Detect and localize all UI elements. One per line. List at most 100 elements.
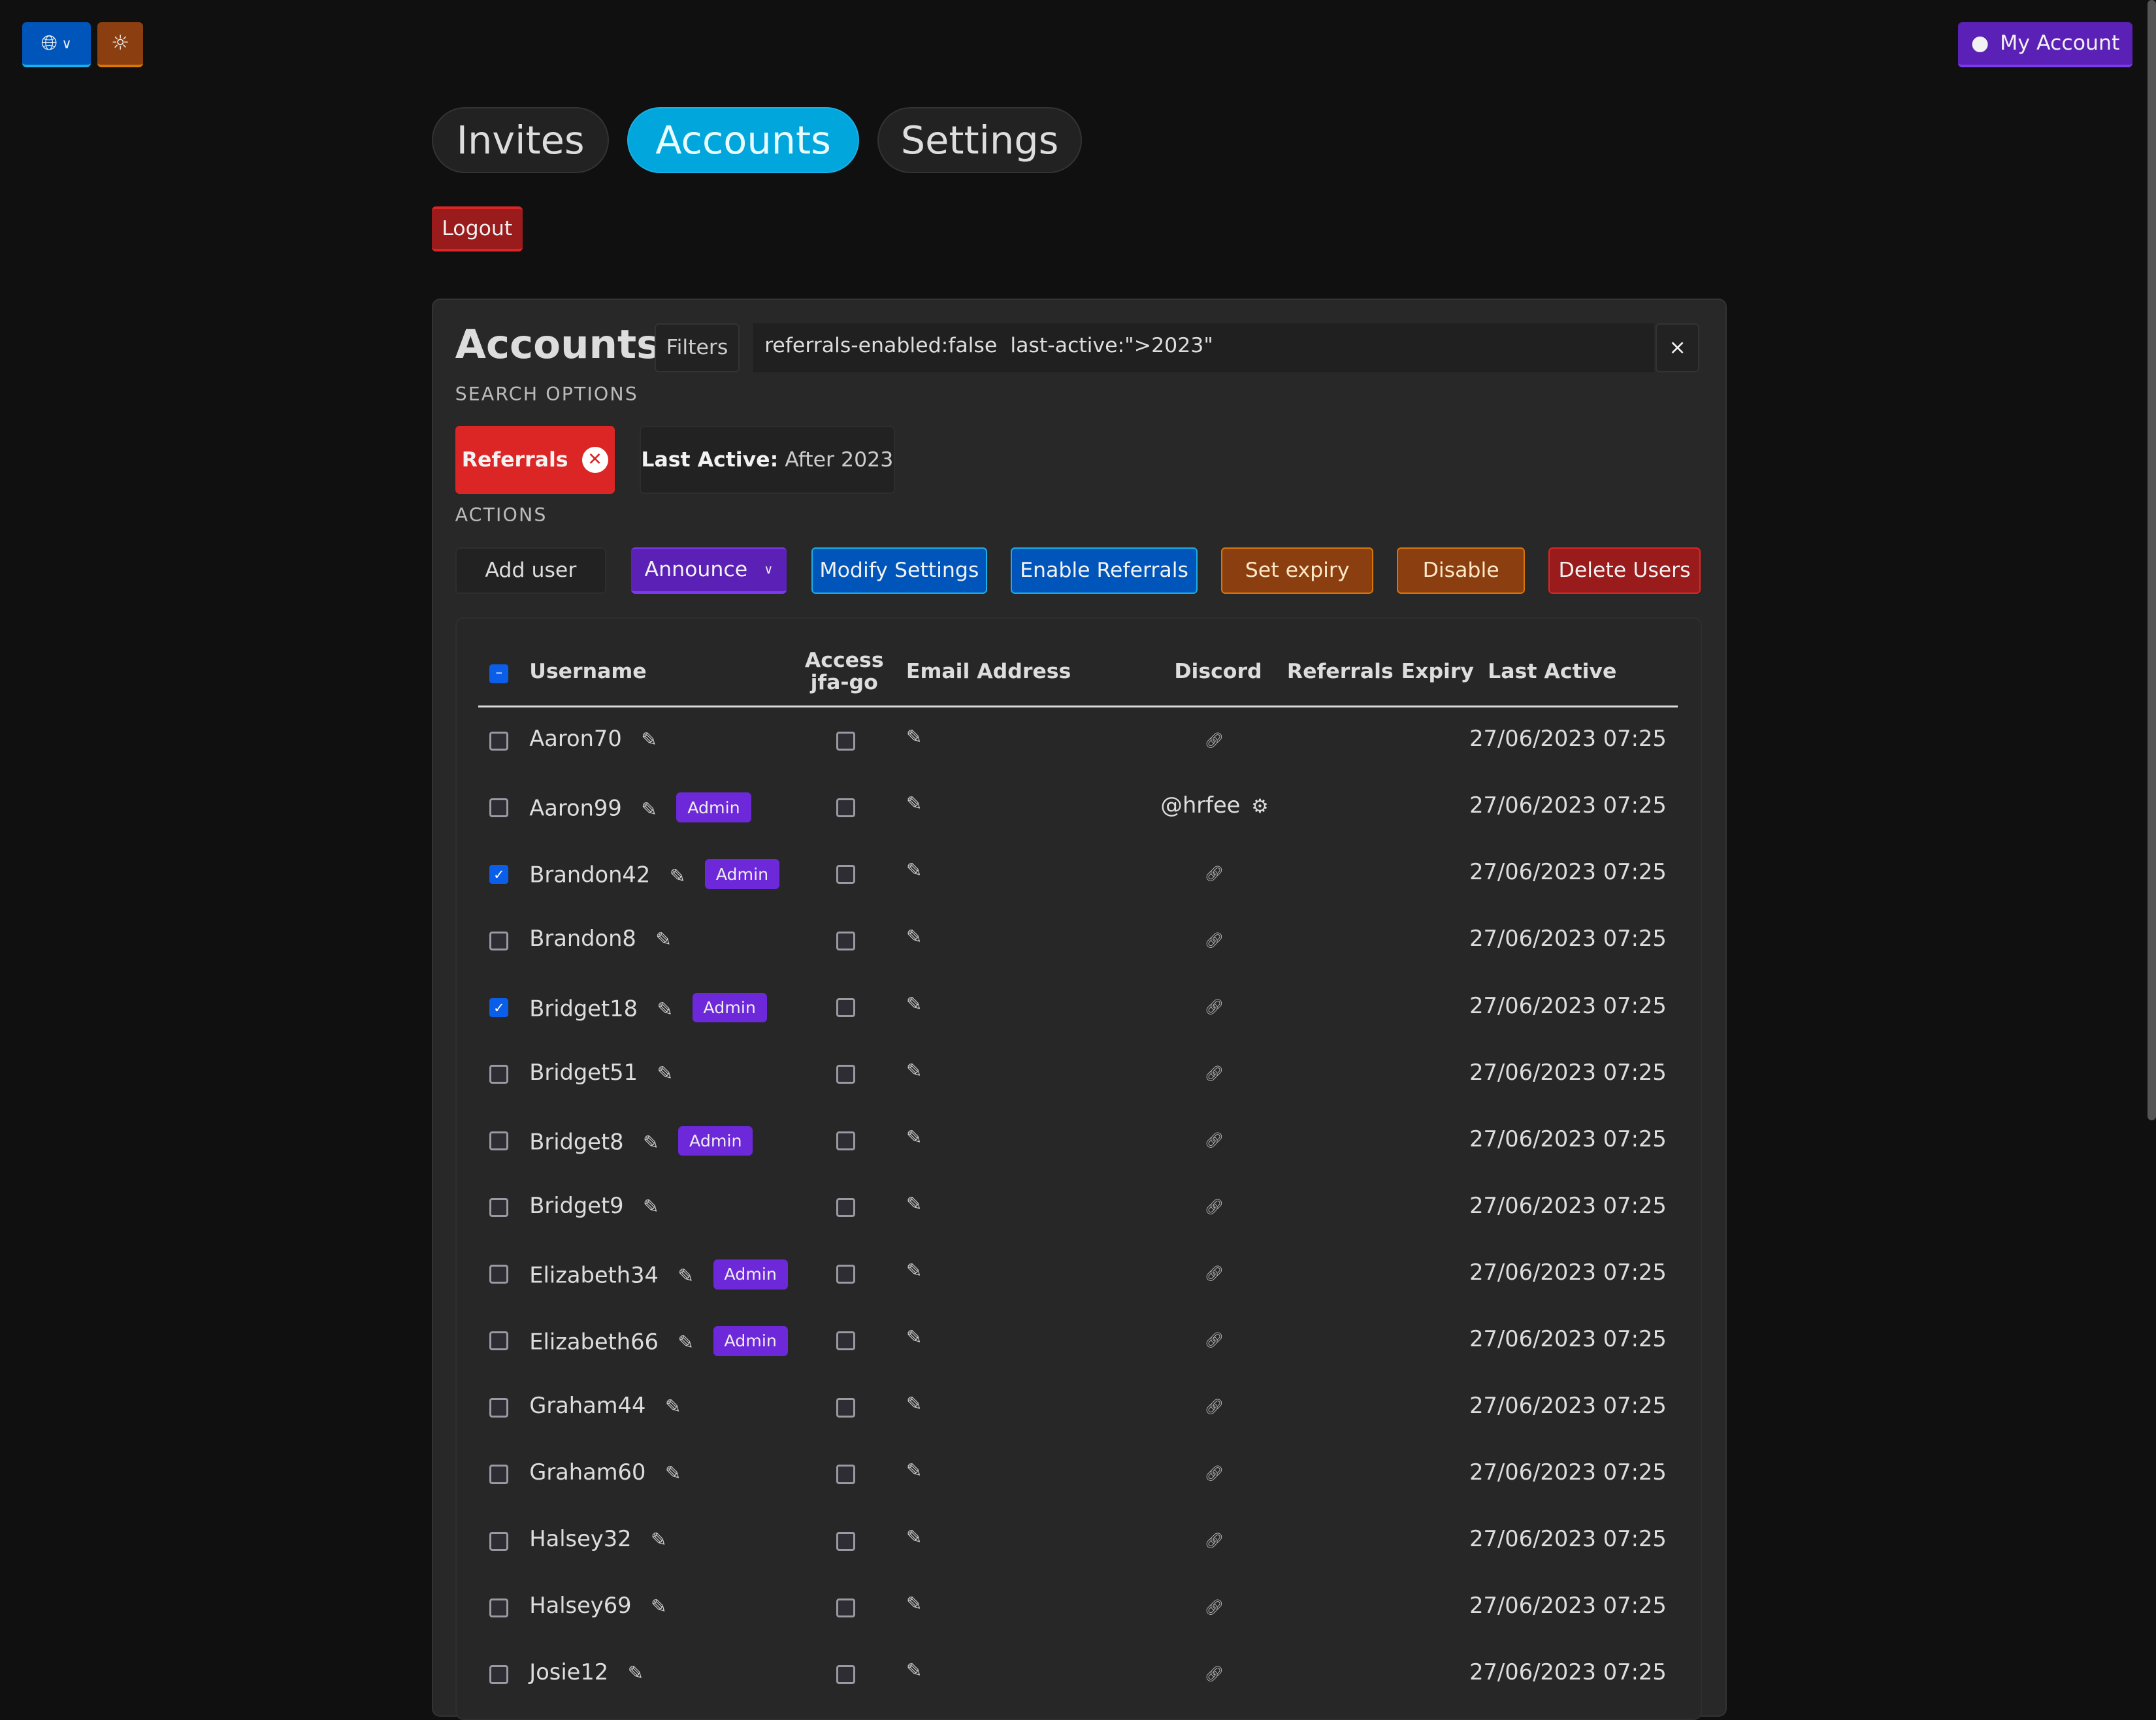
clear-search-button[interactable]: × <box>1655 323 1700 373</box>
row-checkbox[interactable] <box>489 1198 509 1218</box>
access-jfa-go-checkbox[interactable] <box>836 731 855 751</box>
language-button[interactable]: 🌐︎ ∨ <box>22 22 91 68</box>
edit-email-icon[interactable]: ✎ <box>906 1325 923 1348</box>
access-jfa-go-checkbox[interactable] <box>836 1465 855 1484</box>
my-account-button[interactable]: ● My Account <box>1957 22 2133 68</box>
edit-username-icon[interactable]: ✎ <box>669 864 686 887</box>
row-checkbox[interactable] <box>489 1598 509 1617</box>
header-referrals[interactable]: Referrals <box>1286 660 1394 684</box>
link-discord-icon[interactable]: 🔗︎ <box>1204 732 1224 749</box>
edit-username-icon[interactable]: ✎ <box>664 1395 681 1418</box>
scrollbar[interactable] <box>2148 0 2156 1121</box>
header-access-jfa-go[interactable]: Access jfa-go <box>803 650 885 694</box>
edit-email-icon[interactable]: ✎ <box>906 1259 923 1282</box>
edit-username-icon[interactable]: ✎ <box>655 928 672 951</box>
row-checkbox[interactable] <box>489 1664 509 1684</box>
row-checkbox[interactable] <box>489 1331 509 1351</box>
access-jfa-go-checkbox[interactable] <box>836 1065 855 1084</box>
access-jfa-go-checkbox[interactable] <box>836 931 855 950</box>
row-checkbox[interactable] <box>489 1065 509 1084</box>
edit-email-icon[interactable]: ✎ <box>906 1593 923 1615</box>
access-jfa-go-checkbox[interactable] <box>836 1198 855 1218</box>
delete-users-button[interactable]: Delete Users <box>1548 547 1701 594</box>
link-discord-icon[interactable]: 🔗︎ <box>1204 932 1224 949</box>
modify-settings-button[interactable]: Modify Settings <box>811 547 988 594</box>
edit-username-icon[interactable]: ✎ <box>643 1131 659 1154</box>
header-last-active[interactable]: Last Active <box>1488 660 1617 684</box>
row-checkbox[interactable]: ✓ <box>489 998 509 1018</box>
row-checkbox[interactable] <box>489 1398 509 1418</box>
link-discord-icon[interactable]: 🔗︎ <box>1204 1199 1224 1216</box>
edit-email-icon[interactable]: ✎ <box>906 859 923 882</box>
edit-username-icon[interactable]: ✎ <box>657 1062 674 1084</box>
link-discord-icon[interactable]: 🔗︎ <box>1204 1065 1224 1082</box>
announce-button[interactable]: Announce ∨ <box>631 547 787 594</box>
enable-referrals-button[interactable]: Enable Referrals <box>1010 547 1198 594</box>
logout-button[interactable]: Logout <box>431 206 523 252</box>
access-jfa-go-checkbox[interactable] <box>836 864 855 884</box>
edit-username-icon[interactable]: ✎ <box>627 1662 644 1685</box>
edit-email-icon[interactable]: ✎ <box>906 992 923 1015</box>
gear-icon[interactable]: ⚙ <box>1251 795 1269 818</box>
edit-email-icon[interactable]: ✎ <box>906 792 923 815</box>
tab-accounts[interactable]: Accounts <box>627 107 860 174</box>
edit-email-icon[interactable]: ✎ <box>906 1126 923 1148</box>
edit-username-icon[interactable]: ✎ <box>643 1195 659 1218</box>
access-jfa-go-checkbox[interactable] <box>836 1331 855 1351</box>
link-discord-icon[interactable]: 🔗︎ <box>1204 1665 1224 1683</box>
access-jfa-go-checkbox[interactable] <box>836 1598 855 1617</box>
access-jfa-go-checkbox[interactable] <box>836 1398 855 1418</box>
edit-username-icon[interactable]: ✎ <box>641 728 657 751</box>
access-jfa-go-checkbox[interactable] <box>836 1131 855 1151</box>
link-discord-icon[interactable]: 🔗︎ <box>1204 998 1224 1016</box>
link-discord-icon[interactable]: 🔗︎ <box>1204 1465 1224 1483</box>
remove-circle-icon[interactable]: ✕ <box>581 446 608 473</box>
row-checkbox[interactable] <box>489 1531 509 1551</box>
row-checkbox[interactable] <box>489 1465 509 1484</box>
edit-username-icon[interactable]: ✎ <box>657 998 674 1021</box>
row-checkbox[interactable] <box>489 731 509 751</box>
access-jfa-go-checkbox[interactable] <box>836 1531 855 1551</box>
disable-button[interactable]: Disable <box>1397 547 1525 594</box>
edit-username-icon[interactable]: ✎ <box>678 1331 694 1354</box>
access-jfa-go-checkbox[interactable] <box>836 998 855 1018</box>
edit-email-icon[interactable]: ✎ <box>906 1059 923 1082</box>
set-expiry-button[interactable]: Set expiry <box>1220 547 1374 594</box>
edit-email-icon[interactable]: ✎ <box>906 1526 923 1549</box>
edit-email-icon[interactable]: ✎ <box>906 1192 923 1215</box>
edit-username-icon[interactable]: ✎ <box>678 1265 694 1288</box>
link-discord-icon[interactable]: 🔗︎ <box>1204 1132 1224 1150</box>
link-discord-icon[interactable]: 🔗︎ <box>1204 1532 1224 1550</box>
link-discord-icon[interactable]: 🔗︎ <box>1204 865 1224 883</box>
theme-toggle-button[interactable]: ☼ <box>97 22 143 68</box>
access-jfa-go-checkbox[interactable] <box>836 1664 855 1684</box>
edit-email-icon[interactable]: ✎ <box>906 1459 923 1482</box>
header-username[interactable]: Username <box>529 660 647 684</box>
link-discord-icon[interactable]: 🔗︎ <box>1204 1332 1224 1350</box>
row-checkbox[interactable] <box>489 798 509 817</box>
edit-username-icon[interactable]: ✎ <box>664 1462 681 1485</box>
link-discord-icon[interactable]: 🔗︎ <box>1204 1399 1224 1416</box>
edit-email-icon[interactable]: ✎ <box>906 1659 923 1682</box>
row-checkbox[interactable] <box>489 931 509 950</box>
filter-chip-last-active[interactable]: Last Active: After 2023 <box>639 426 896 494</box>
header-email[interactable]: Email Address <box>906 660 1071 684</box>
header-discord[interactable]: Discord <box>1174 660 1262 684</box>
header-expiry[interactable]: Expiry <box>1401 660 1474 684</box>
select-all-checkbox[interactable]: – <box>489 664 509 683</box>
access-jfa-go-checkbox[interactable] <box>836 1265 855 1284</box>
row-checkbox[interactable] <box>489 1131 509 1151</box>
row-checkbox[interactable]: ✓ <box>489 864 509 884</box>
edit-username-icon[interactable]: ✎ <box>651 1595 667 1618</box>
edit-email-icon[interactable]: ✎ <box>906 1392 923 1415</box>
filter-chip-referrals[interactable]: Referrals ✕ <box>455 426 615 494</box>
access-jfa-go-checkbox[interactable] <box>836 798 855 817</box>
tab-settings[interactable]: Settings <box>877 107 1083 174</box>
filters-button[interactable]: Filters <box>654 323 740 373</box>
edit-username-icon[interactable]: ✎ <box>651 1529 667 1551</box>
search-input[interactable]: referrals-enabled:false last-active:">20… <box>753 323 1654 373</box>
link-discord-icon[interactable]: 🔗︎ <box>1204 1265 1224 1283</box>
link-discord-icon[interactable]: 🔗︎ <box>1204 1598 1224 1616</box>
edit-email-icon[interactable]: ✎ <box>906 926 923 949</box>
edit-email-icon[interactable]: ✎ <box>906 726 923 749</box>
